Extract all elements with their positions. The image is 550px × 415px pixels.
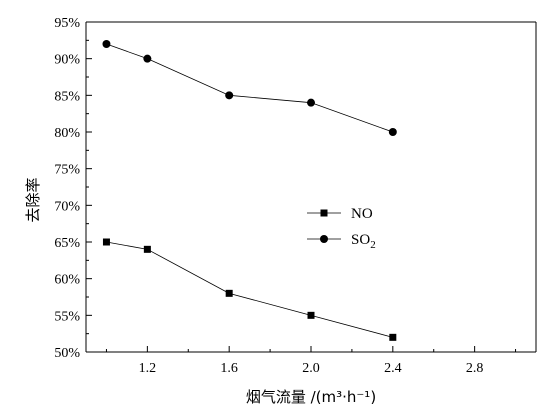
- data-point: [143, 245, 151, 253]
- data-point: [225, 289, 233, 297]
- legend-marker: [320, 209, 328, 217]
- y-axis-title: 去除率: [24, 177, 42, 222]
- y-tick-label: 95%: [54, 16, 80, 31]
- data-point: [225, 91, 234, 100]
- legend: NO SO2: [307, 206, 376, 251]
- legend-item: NO: [307, 206, 373, 222]
- data-point: [389, 333, 397, 341]
- y-tick-label: 90%: [54, 53, 80, 68]
- data-point: [143, 54, 152, 63]
- data-point: [102, 238, 110, 246]
- y-tick-label: 60%: [54, 273, 80, 288]
- axis-ticks: 50% 55% 60% 65% 70% 75% 80% 85% 90% 95% 1.2 1.6 2.0 2…: [54, 16, 517, 376]
- x-tick-label: 1.2: [139, 361, 157, 376]
- legend-label: SO2: [351, 232, 376, 251]
- y-tick-label: 85%: [54, 89, 80, 104]
- series-line: [106, 241, 393, 338]
- y-tick-label: 80%: [54, 126, 80, 141]
- x-tick-label: 2.4: [384, 361, 402, 376]
- x-axis-title: 烟气流量 /(m³·h⁻¹): [246, 388, 376, 406]
- series-so: [102, 40, 397, 136]
- x-tick-label: 2.8: [466, 361, 484, 376]
- data-point: [307, 311, 315, 319]
- data-point: [388, 128, 397, 136]
- series-no: [102, 238, 397, 341]
- x-tick-label: 1.6: [220, 361, 238, 376]
- legend-marker: [320, 235, 328, 243]
- y-tick-label: 75%: [54, 163, 80, 178]
- data-point: [102, 40, 111, 48]
- legend-label: NO: [351, 206, 373, 222]
- y-tick-label: 55%: [54, 309, 80, 324]
- y-tick-label: 70%: [54, 199, 80, 214]
- legend-item: SO2: [307, 232, 376, 251]
- axes: [85, 21, 537, 353]
- series-layer: [102, 40, 397, 341]
- data-point: [307, 98, 315, 107]
- y-tick-label: 50%: [54, 346, 80, 361]
- y-tick-label: 65%: [54, 236, 80, 251]
- x-tick-label: 2.0: [302, 361, 320, 376]
